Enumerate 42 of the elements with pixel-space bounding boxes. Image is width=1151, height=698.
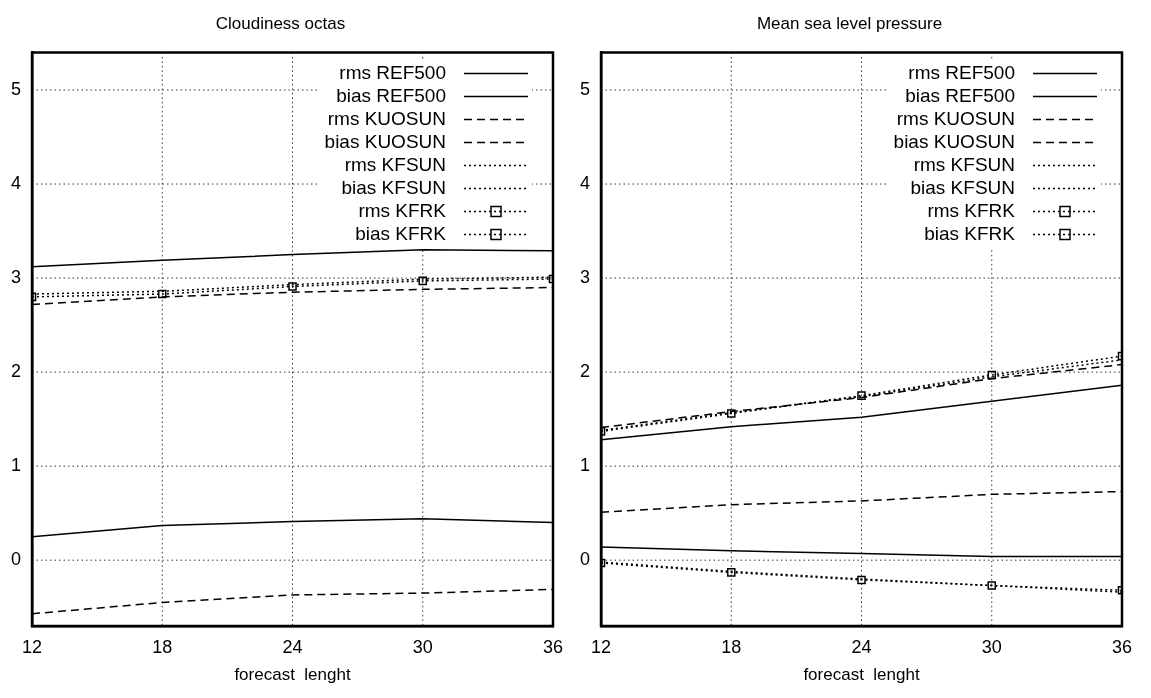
chart-title: Mean sea level pressure (756, 13, 943, 33)
x-tick-label: 36 (542, 636, 564, 657)
x-tick-label: 18 (721, 636, 742, 657)
y-tick-label: 2 (11, 361, 22, 382)
y-tick-label: 4 (11, 173, 22, 194)
legend-label: rms REF500 (908, 61, 1015, 83)
legend-label: rms KFSUN (913, 153, 1015, 175)
legend-label: rms KUOSUN (896, 107, 1015, 129)
legend-label: bias REF500 (336, 84, 446, 106)
legend-label: bias KFSUN (910, 176, 1015, 198)
y-tick-label: 2 (580, 361, 591, 382)
y-tick-label: 5 (11, 78, 22, 99)
legend-label: bias KFSUN (341, 176, 446, 198)
legend-label: bias REF500 (905, 84, 1015, 106)
y-tick-label: 3 (580, 267, 591, 288)
legend-label: rms KFSUN (344, 153, 446, 175)
y-tick-label: 1 (11, 455, 22, 476)
legend-label: bias KFRK (924, 222, 1016, 244)
legend-label: bias KUOSUN (324, 130, 446, 152)
legend-label: rms KFRK (358, 199, 447, 221)
x-tick-label: 24 (282, 636, 303, 657)
y-tick-label: 0 (11, 549, 22, 570)
chart-title: Cloudiness octas (215, 13, 346, 33)
legend-label: rms KUOSUN (327, 107, 446, 129)
legend-label: bias KFRK (355, 222, 447, 244)
y-tick-label: 3 (11, 267, 22, 288)
legend-label: rms KFRK (927, 199, 1016, 221)
x-tick-label: 30 (981, 636, 1002, 657)
y-tick-label: 1 (580, 455, 591, 476)
y-tick-label: 5 (580, 78, 591, 99)
x-axis-title: forecast lenght (234, 665, 351, 685)
x-axis-title: forecast lenght (803, 665, 920, 685)
legend-label: rms REF500 (339, 61, 446, 83)
x-tick-label: 18 (152, 636, 173, 657)
x-tick-label: 24 (851, 636, 872, 657)
legend-label: bias KUOSUN (893, 130, 1015, 152)
y-tick-label: 0 (580, 549, 591, 570)
x-tick-label: 30 (412, 636, 433, 657)
x-tick-label: 12 (591, 636, 612, 657)
y-tick-label: 4 (580, 173, 591, 194)
x-tick-label: 36 (1111, 636, 1133, 657)
x-tick-label: 12 (22, 636, 43, 657)
